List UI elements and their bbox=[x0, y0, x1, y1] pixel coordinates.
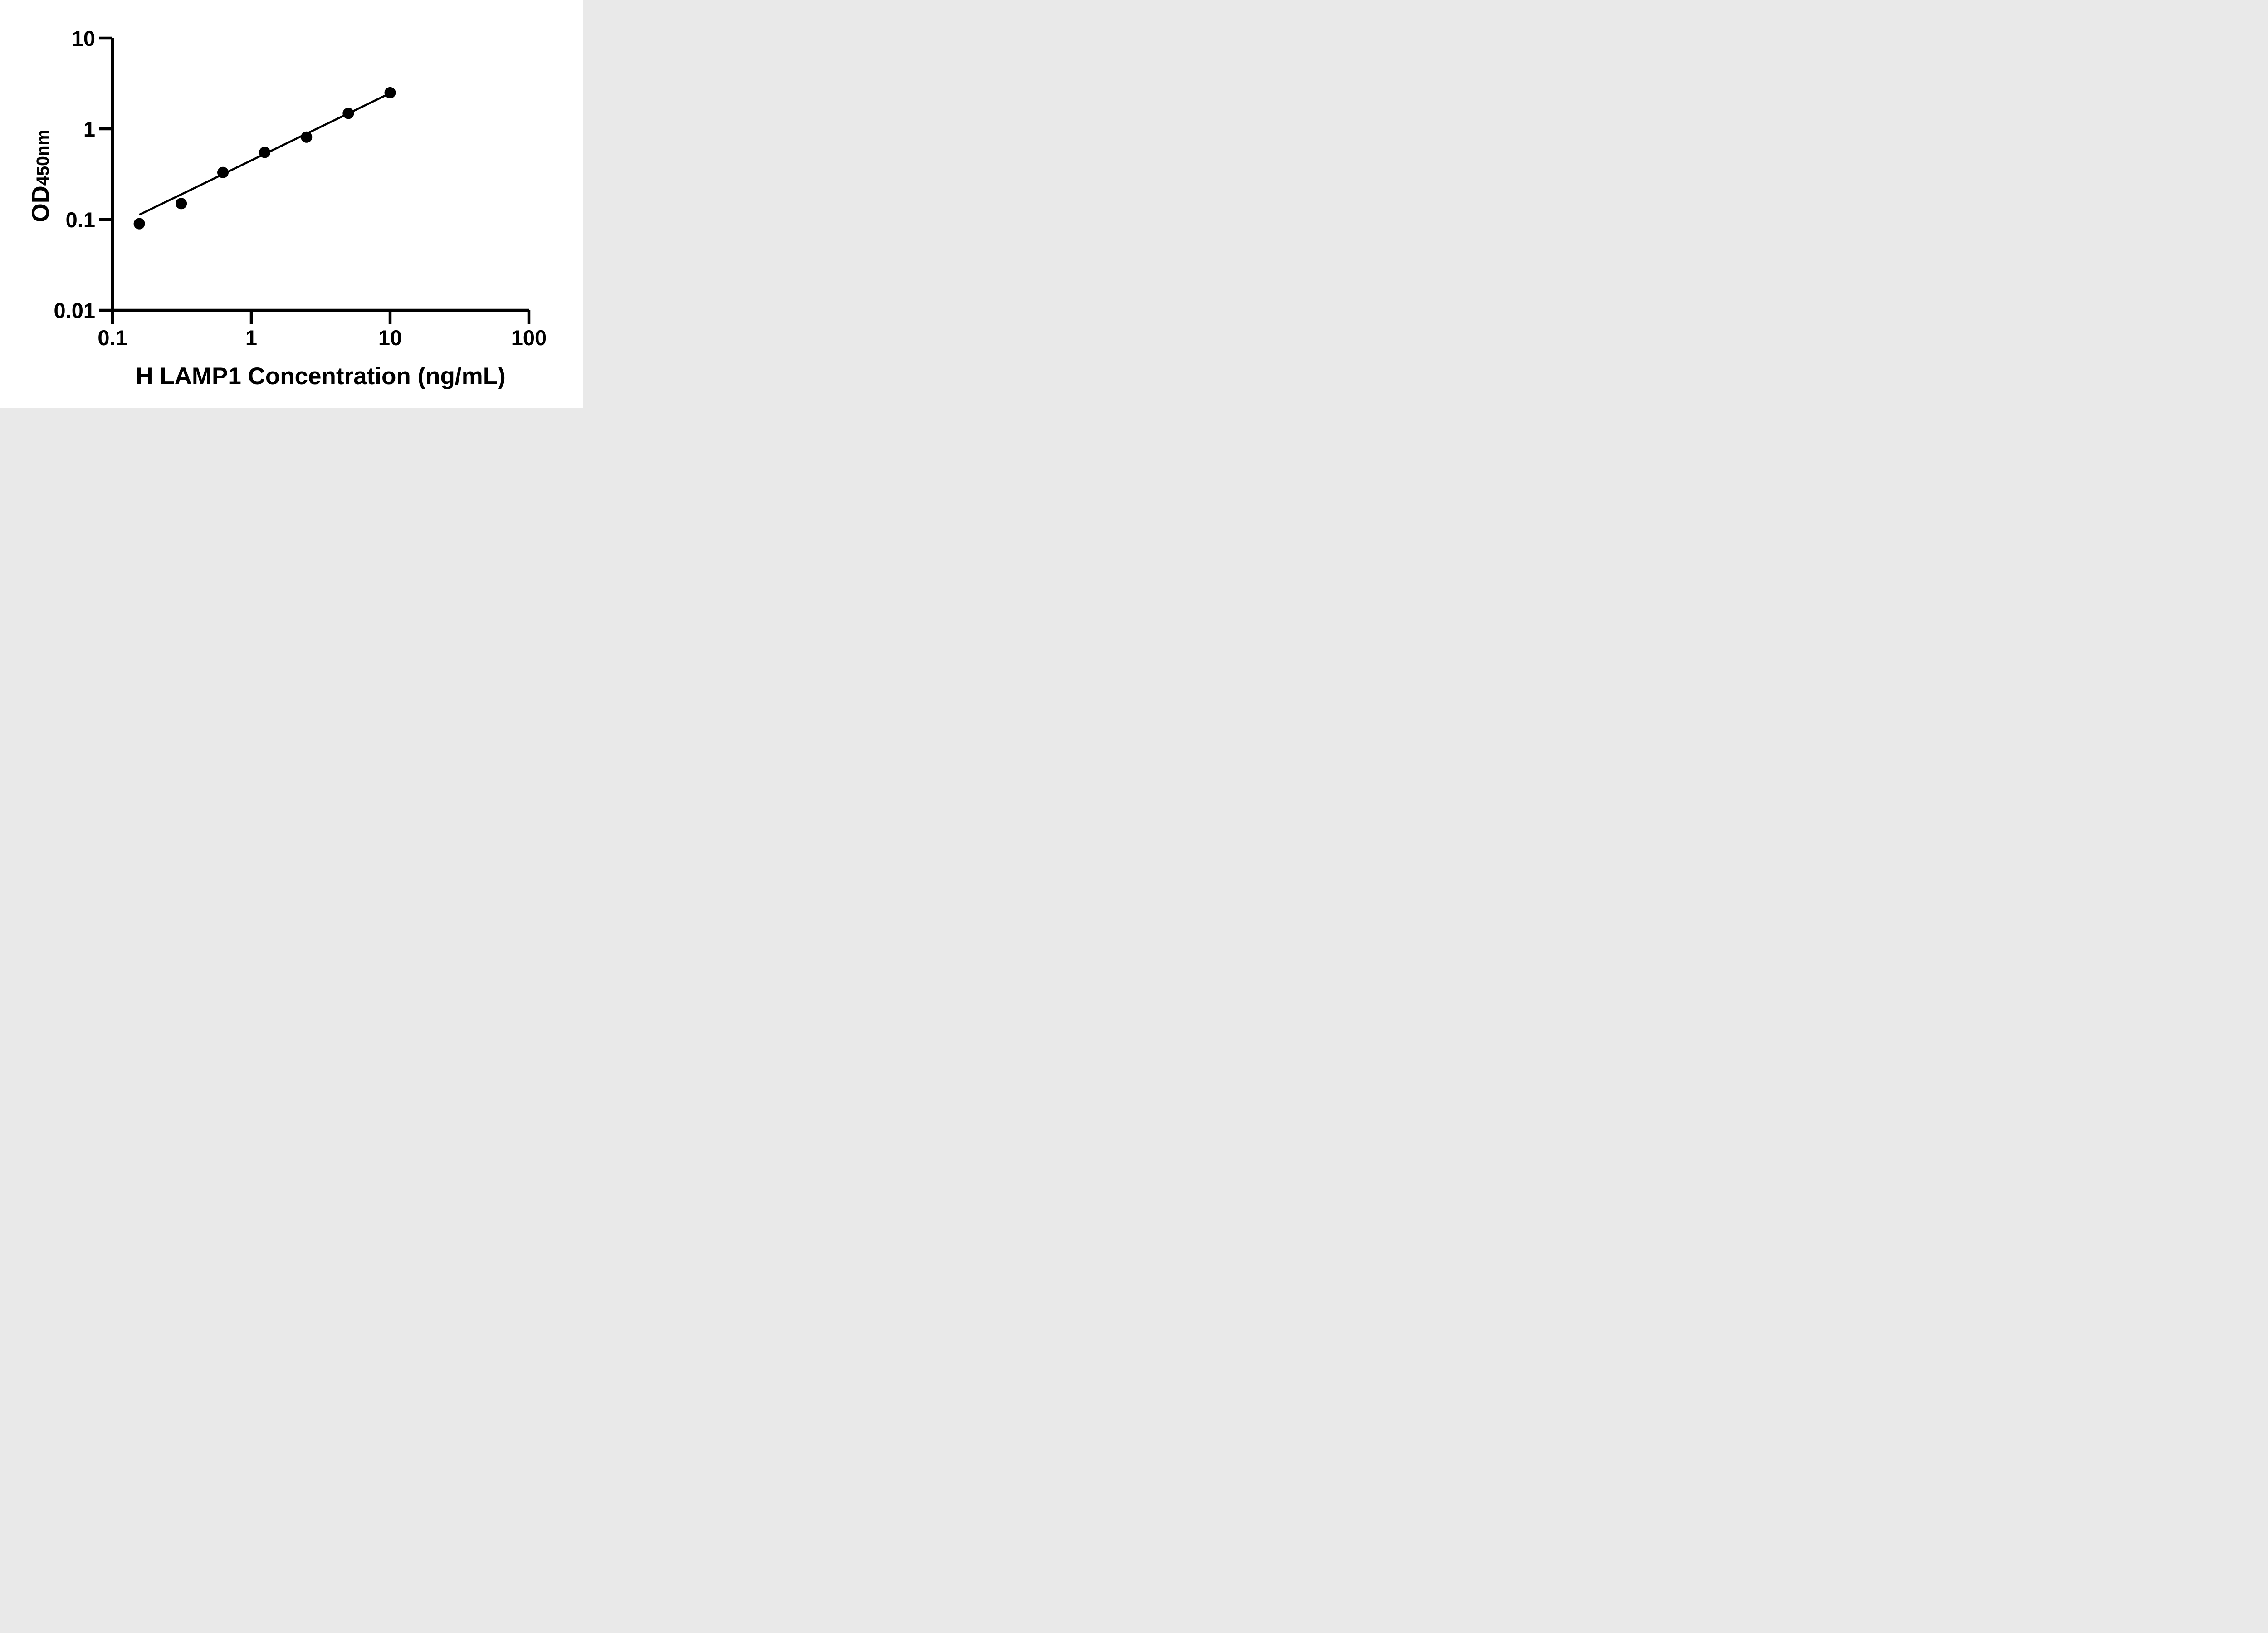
y-axis-title-sub: 450nm bbox=[33, 129, 53, 186]
x-tick-label: 0.1 bbox=[98, 326, 127, 350]
x-axis-title: H LAMP1 Concentration (ng/mL) bbox=[136, 363, 506, 390]
elisa-standard-curve-figure: 0.1 1 10 100 10 1 0.1 0.01 OD450nm H LAMP1 Conc… bbox=[0, 0, 583, 408]
data-point bbox=[217, 166, 229, 178]
x-tick-label: 1 bbox=[245, 326, 257, 350]
y-tick-label: 10 bbox=[72, 26, 95, 50]
y-tick-label: 1 bbox=[83, 117, 95, 141]
data-point bbox=[301, 131, 313, 143]
x-tick-label: 10 bbox=[378, 326, 402, 350]
data-point bbox=[176, 198, 187, 210]
y-axis-title: OD450nm bbox=[27, 130, 54, 223]
data-point bbox=[259, 147, 271, 158]
data-point bbox=[133, 218, 145, 230]
y-tick-label: 0.1 bbox=[66, 208, 95, 232]
y-axis-title-main: OD bbox=[27, 186, 54, 223]
data-point bbox=[384, 87, 396, 98]
data-point bbox=[342, 108, 354, 119]
x-tick-label: 100 bbox=[511, 326, 547, 350]
y-tick-label: 0.01 bbox=[54, 298, 95, 323]
